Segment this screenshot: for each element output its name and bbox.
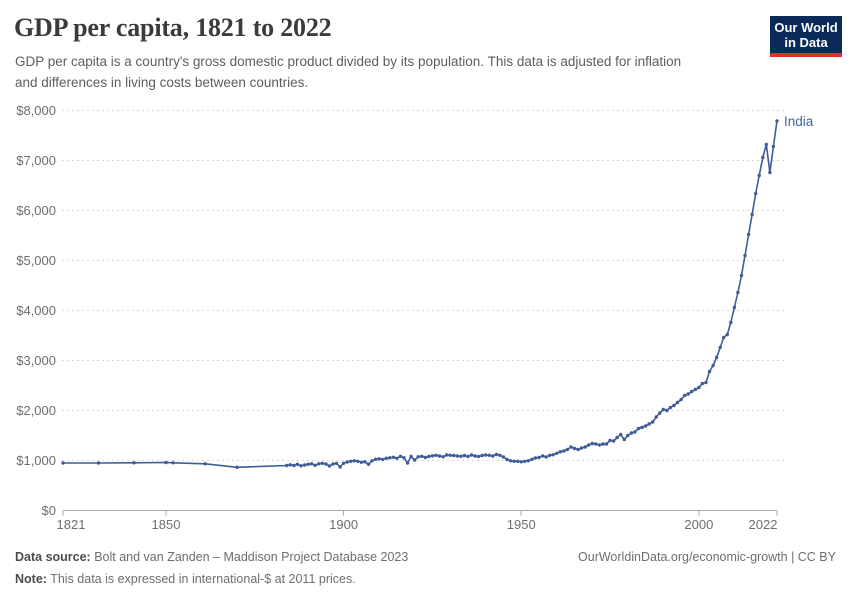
y-tick-label: $1,000 xyxy=(16,453,56,468)
y-tick-label: $8,000 xyxy=(16,103,56,118)
footer-left: Data source: Bolt and van Zanden – Maddi… xyxy=(15,547,408,590)
note-text: This data is expressed in international-… xyxy=(50,571,356,586)
data-source-text: Bolt and van Zanden – Maddison Project D… xyxy=(94,550,409,564)
x-tick-label: 2022 xyxy=(749,517,778,532)
y-tick-label: $7,000 xyxy=(16,153,56,168)
chart-subtitle-line2: and differences in living costs between … xyxy=(15,75,309,90)
owid-logo[interactable]: Our World in Data xyxy=(770,16,842,57)
line-india[interactable] xyxy=(63,120,778,469)
y-tick-label: $5,000 xyxy=(16,253,56,268)
y-tick-label: $2,000 xyxy=(16,403,56,418)
data-source-label: Data source: xyxy=(15,550,91,564)
owid-logo-line2: in Data xyxy=(784,35,828,50)
y-tick-label: $4,000 xyxy=(16,303,56,318)
x-tick-label: 2000 xyxy=(684,517,713,532)
y-tick-label: $3,000 xyxy=(16,353,56,368)
y-tick-label: $0 xyxy=(42,503,56,518)
chart-grid: $0 $1,000 $2,000 $3,000 $4,000 $5,000 $6,000 $7… xyxy=(16,103,785,532)
x-tick-label: 1900 xyxy=(329,517,358,532)
y-tick-label: $6,000 xyxy=(16,203,56,218)
x-tick-label: 1850 xyxy=(152,517,181,532)
chart-subtitle: GDP per capita is a country's gross dome… xyxy=(15,51,681,93)
note-line: Note: This data is expressed in internat… xyxy=(15,569,408,591)
chart-footer: Data source: Bolt and van Zanden – Maddi… xyxy=(15,547,836,590)
chart-title: GDP per capita, 1821 to 2022 xyxy=(14,13,332,42)
note-label: Note: xyxy=(15,571,47,586)
chart-subtitle-line1: GDP per capita is a country's gross dome… xyxy=(15,54,682,69)
x-tick-label: 1821 xyxy=(57,517,86,532)
owid-logo-line1: Our World xyxy=(774,20,838,35)
owid-url-link[interactable]: OurWorldinData.org/economic-growth | CC … xyxy=(578,550,836,564)
data-source-line: Data source: Bolt and van Zanden – Maddi… xyxy=(15,547,408,569)
line-india-markers xyxy=(61,119,779,469)
x-tick-label: 1950 xyxy=(507,517,536,532)
entity-label-india[interactable]: India xyxy=(784,114,814,129)
